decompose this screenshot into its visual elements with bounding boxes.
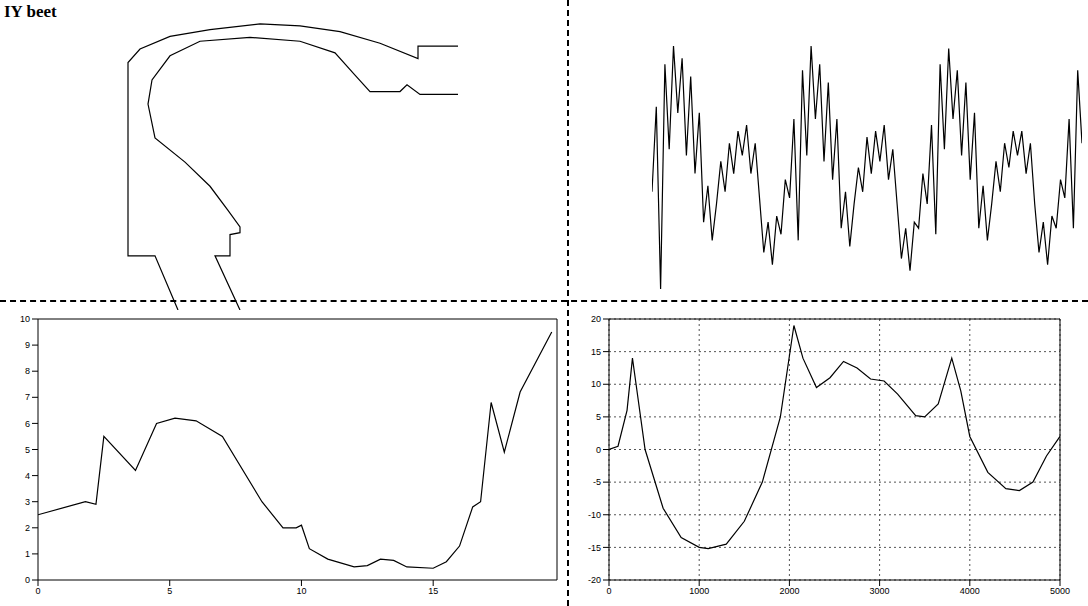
- svg-text:6: 6: [25, 419, 30, 429]
- svg-text:5: 5: [167, 586, 172, 596]
- svg-text:10: 10: [20, 314, 30, 324]
- svg-text:0: 0: [35, 586, 40, 596]
- svg-text:8: 8: [25, 366, 30, 376]
- svg-text:-5: -5: [593, 477, 601, 487]
- svg-text:5000: 5000: [1050, 586, 1070, 596]
- svg-text:10: 10: [591, 379, 601, 389]
- svg-text:0: 0: [606, 586, 611, 596]
- svg-text:-10: -10: [588, 510, 601, 520]
- svg-text:-15: -15: [588, 543, 601, 553]
- svg-text:20: 20: [591, 314, 601, 324]
- svg-text:1: 1: [25, 549, 30, 559]
- svg-text:3: 3: [25, 497, 30, 507]
- svg-text:7: 7: [25, 392, 30, 402]
- svg-text:5: 5: [25, 445, 30, 455]
- svg-text:1000: 1000: [689, 586, 709, 596]
- svg-text:15: 15: [428, 586, 438, 596]
- svg-text:4: 4: [25, 471, 30, 481]
- svg-text:0: 0: [25, 575, 30, 585]
- svg-text:5: 5: [596, 412, 601, 422]
- svg-text:2000: 2000: [779, 586, 799, 596]
- svg-text:15: 15: [591, 347, 601, 357]
- svg-text:4000: 4000: [960, 586, 980, 596]
- svg-text:3000: 3000: [870, 586, 890, 596]
- svg-text:2: 2: [25, 523, 30, 533]
- svg-text:0: 0: [596, 445, 601, 455]
- svg-text:-20: -20: [588, 575, 601, 585]
- svg-text:10: 10: [296, 586, 306, 596]
- html-text:IY beet: IY beet: [4, 2, 57, 21]
- svg-text:9: 9: [25, 340, 30, 350]
